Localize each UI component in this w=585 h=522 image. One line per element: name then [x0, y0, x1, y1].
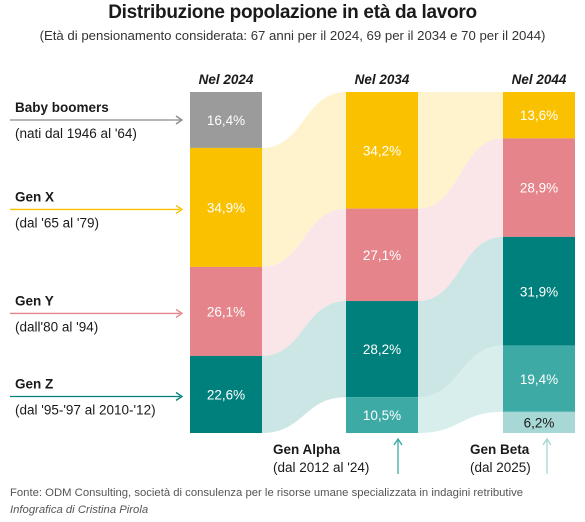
chart-title: Distribuzione popolazione in età da lavo…: [108, 2, 477, 23]
bar-gen-y-0: [190, 266, 262, 356]
value-label-gen-z-1: 28,2%: [363, 342, 401, 357]
legend-range-gen-x: (dal '65 al '79): [15, 215, 99, 230]
bar-gen-alpha-2: [503, 345, 575, 412]
arrow-up-icon: [542, 437, 552, 446]
bar-gen-z-1: [346, 301, 418, 398]
arrow-icon: [175, 115, 184, 125]
legend-gen-y: Gen Y (dall'80 al '94): [10, 293, 184, 334]
arrow-icon: [175, 391, 184, 402]
flow-gen-alpha-1: [418, 345, 503, 433]
column-header-0: Nel 2024: [199, 72, 254, 87]
credit-note: Infografica di Cristina Pirola: [10, 504, 149, 516]
legend-name-baby-boomers: Baby boomers: [15, 100, 109, 115]
legend-range-gen-alpha: (dal 2012 al '24): [273, 460, 369, 475]
legend-gen-beta: Gen Beta (dal 2025): [470, 437, 552, 475]
bar-gen-y-2: [503, 138, 575, 237]
flow-gen-y-0: [262, 208, 346, 356]
legend-name-gen-x: Gen X: [15, 189, 54, 204]
flow-gen-x-0: [262, 92, 346, 267]
arrow-up-icon: [393, 437, 403, 446]
legend-range-gen-y: (dall'80 al '94): [15, 319, 98, 334]
arrow-icon: [175, 308, 184, 319]
bar-gen-x-1: [346, 92, 418, 209]
legend-gen-x: Gen X (dal '65 al '79): [10, 189, 184, 230]
source-note: Fonte: ODM Consulting, società di consul…: [10, 487, 524, 499]
value-label-gen-x-2: 13,6%: [520, 108, 558, 123]
bar-baby-boomers-0: [190, 92, 262, 148]
bar-gen-beta-2: [503, 411, 575, 433]
flow-gen-z-1: [418, 236, 503, 398]
column-header-1: Nel 2034: [355, 72, 410, 87]
value-label-gen-x-0: 34,9%: [207, 200, 245, 215]
chart-subtitle: (Età di pensionamento considerata: 67 an…: [39, 28, 546, 43]
legend-baby-boomers: Baby boomers (nati dal 1946 al '64): [10, 100, 184, 141]
flow-gen-y-1: [418, 138, 503, 302]
arrow-icon: [175, 204, 184, 215]
bar-gen-alpha-1: [346, 397, 418, 433]
legend-range-gen-z: (dal '95-'97 al 2010-'12): [15, 402, 156, 417]
bar-gen-z-2: [503, 236, 575, 346]
column-header-2: Nel 2044: [512, 72, 567, 87]
bar-gen-y-1: [346, 208, 418, 302]
legend-gen-alpha: Gen Alpha (dal 2012 al '24): [273, 437, 403, 475]
legend-name-gen-alpha: Gen Alpha: [273, 442, 340, 457]
value-label-gen-alpha-1: 10,5%: [363, 408, 401, 423]
value-label-gen-y-2: 28,9%: [520, 181, 558, 196]
flow-gen-z-0: [262, 301, 346, 433]
value-label-gen-z-0: 22,6%: [207, 387, 245, 402]
bar-gen-x-2: [503, 92, 575, 139]
value-label-baby-boomers-0: 16,4%: [207, 113, 245, 128]
legend-name-gen-beta: Gen Beta: [470, 442, 530, 457]
legend-name-gen-z: Gen Z: [15, 376, 53, 391]
legend-range-baby-boomers: (nati dal 1946 al '64): [15, 126, 137, 141]
legend-gen-z: Gen Z (dal '95-'97 al 2010-'12): [10, 376, 184, 417]
value-label-gen-beta-2: 6,2%: [524, 415, 555, 430]
legend-name-gen-y: Gen Y: [15, 293, 54, 308]
value-label-gen-alpha-2: 19,4%: [520, 372, 558, 387]
value-label-gen-y-1: 27,1%: [363, 248, 401, 263]
value-label-gen-z-2: 31,9%: [520, 284, 558, 299]
legend-range-gen-beta: (dal 2025): [470, 460, 531, 475]
value-label-gen-x-1: 34,2%: [363, 143, 401, 158]
flows: [262, 92, 503, 433]
value-label-gen-y-0: 26,1%: [207, 304, 245, 319]
bar-gen-z-0: [190, 355, 262, 433]
flow-gen-x-1: [418, 92, 503, 209]
bar-gen-x-0: [190, 147, 262, 267]
